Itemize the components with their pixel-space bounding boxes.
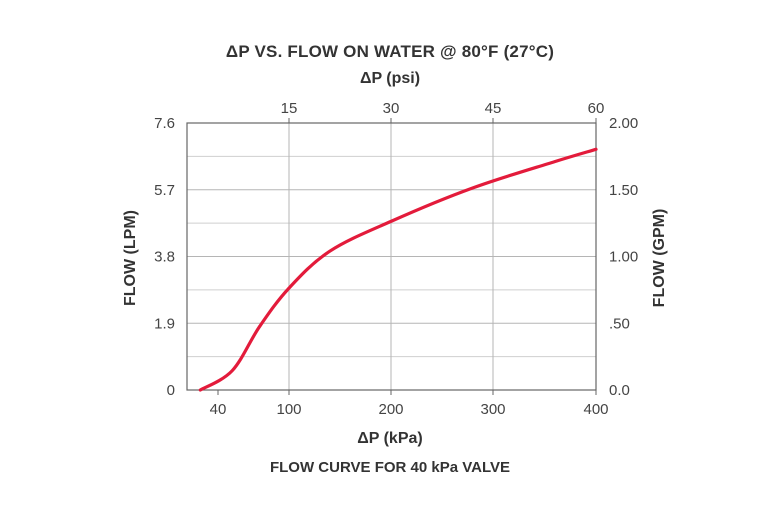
x2-tick-label: 30 bbox=[383, 100, 400, 117]
x-tick-label: 400 bbox=[583, 401, 608, 418]
y2-tick-label: 2.00 bbox=[609, 115, 638, 132]
flow-curve-line bbox=[198, 147, 598, 392]
flow-curve-point bbox=[288, 287, 290, 289]
x2-tick-label: 60 bbox=[588, 100, 605, 117]
y-tick-label: 1.9 bbox=[154, 315, 175, 332]
flow-curve-point bbox=[595, 148, 597, 151]
y2-tick-label: 1.00 bbox=[609, 249, 638, 266]
y2-tick-label: 1.50 bbox=[609, 182, 638, 199]
x-tick-label: 200 bbox=[378, 401, 403, 418]
flow-curve-point bbox=[471, 187, 474, 189]
flow-curve-point bbox=[390, 220, 392, 223]
y2-tick-label: .50 bbox=[609, 315, 630, 332]
chart-title: ΔP VS. FLOW ON WATER @ 80°F (27°C) bbox=[225, 42, 555, 61]
y-tick-label: 3.8 bbox=[154, 249, 175, 266]
y-tick-label: 7.6 bbox=[154, 115, 175, 132]
chart-subtitle: FLOW CURVE FOR 40 kPa VALVE bbox=[269, 459, 511, 476]
flow-curve-point bbox=[231, 369, 233, 372]
y-tick-label: 5.7 bbox=[154, 182, 175, 199]
x-tick-label: 40 bbox=[210, 401, 227, 418]
x-axis-title: ΔP (kPa) bbox=[357, 430, 423, 447]
flow-curve-point bbox=[258, 325, 261, 328]
x2-axis-title: ΔP (psi) bbox=[359, 70, 421, 87]
x-tick-label: 300 bbox=[480, 401, 505, 418]
flow-curve-point bbox=[199, 389, 202, 391]
y-tick-label: 0 bbox=[167, 382, 175, 399]
x2-tick-label: 45 bbox=[485, 100, 502, 117]
x-tick-label: 100 bbox=[276, 401, 301, 418]
y2-tick-label: 0.0 bbox=[609, 382, 630, 399]
flow-curve-point bbox=[329, 250, 331, 253]
flow-curve-point bbox=[554, 160, 556, 163]
x2-tick-label: 15 bbox=[281, 100, 298, 117]
